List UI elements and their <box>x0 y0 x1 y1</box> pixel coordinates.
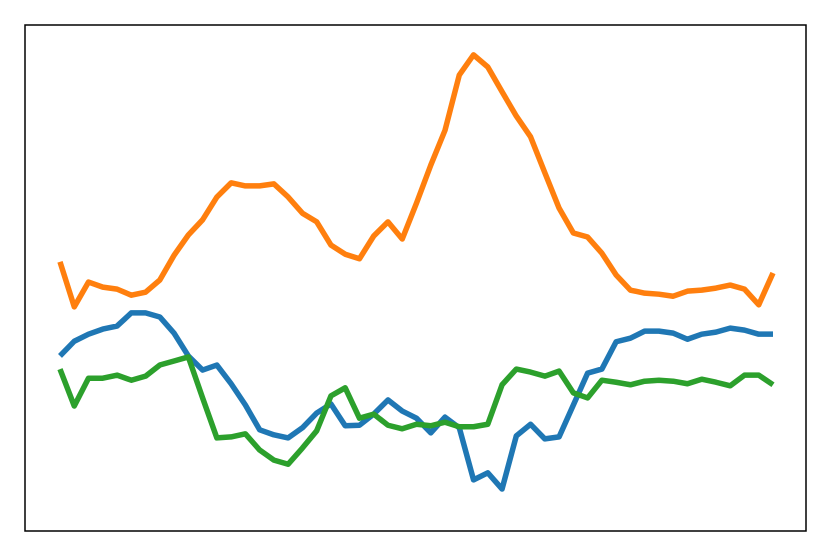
data-line <box>57 52 776 310</box>
plot-frame <box>24 24 807 532</box>
data-line <box>58 310 773 492</box>
data-line <box>57 354 775 467</box>
